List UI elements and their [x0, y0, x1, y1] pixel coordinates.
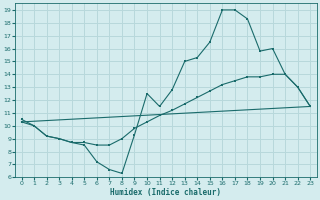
X-axis label: Humidex (Indice chaleur): Humidex (Indice chaleur)	[110, 188, 221, 197]
